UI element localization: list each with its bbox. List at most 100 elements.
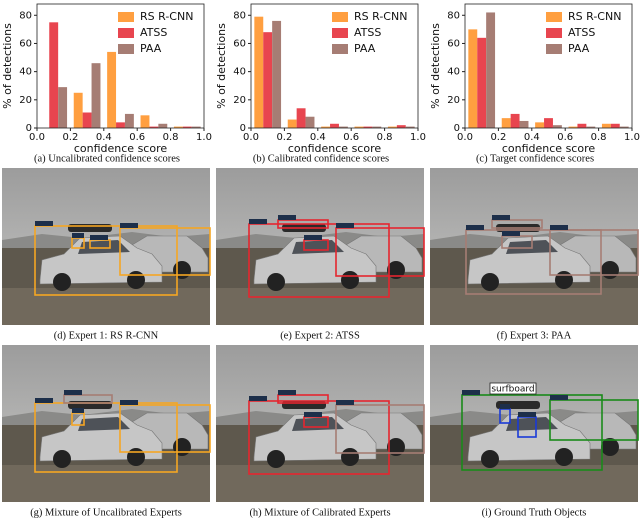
bar: [619, 126, 629, 128]
box-tag: [336, 400, 354, 405]
caption: (c) Target confidence scores: [476, 153, 594, 164]
wheel: [53, 450, 71, 468]
bar: [73, 92, 83, 128]
box-tag: [90, 235, 108, 240]
x-tick-label: 0.2: [62, 132, 78, 143]
x-tick-label: 1.0: [196, 132, 212, 143]
legend-swatch: [332, 12, 348, 22]
bar: [296, 108, 306, 128]
detection-box: [248, 223, 390, 298]
bar: [149, 126, 159, 128]
bar: [363, 126, 373, 128]
bar: [254, 16, 264, 129]
legend-swatch: [546, 44, 562, 54]
wheel: [555, 271, 573, 289]
legend-swatch: [118, 28, 134, 38]
legend-label: RS R-CNN: [354, 10, 407, 23]
wheel: [173, 261, 191, 279]
y-tick-label: 20: [233, 95, 246, 106]
y-tick-label: 40: [233, 67, 246, 78]
bar: [191, 126, 201, 128]
legend-swatch: [118, 12, 134, 22]
bar: [338, 126, 348, 128]
plot-frame: [36, 3, 205, 129]
bar: [396, 125, 406, 128]
x-tick-label: 0.4: [524, 132, 540, 143]
box-tag: [550, 225, 568, 230]
caption: (i) Ground Truth Objects: [482, 507, 587, 518]
box-tag: [72, 408, 84, 413]
y-axis-label: % of detections: [1, 23, 14, 109]
wheel: [53, 273, 71, 291]
wheel: [481, 273, 499, 291]
x-tick-label: 0.6: [343, 132, 359, 143]
x-axis-label: confidence score: [288, 142, 382, 155]
wheel: [341, 448, 359, 466]
bar: [140, 115, 150, 128]
detection-box: [119, 404, 211, 453]
box-tag: [502, 231, 520, 236]
detection-box: [277, 394, 329, 404]
legend-swatch: [546, 28, 562, 38]
x-tick-label: 0.2: [490, 132, 506, 143]
bar: [58, 87, 68, 128]
box-tag: [278, 390, 296, 395]
wheel: [127, 271, 145, 289]
y-tick-label: 40: [447, 67, 460, 78]
legend-label: ATSS: [354, 26, 381, 39]
box-tag: [336, 223, 354, 228]
wheel: [341, 271, 359, 289]
box-tag: [500, 404, 510, 409]
label-bg: [489, 382, 537, 395]
bar: [501, 118, 511, 128]
box-tag: [304, 235, 322, 240]
plot-frame: [464, 3, 633, 129]
bar: [354, 126, 364, 128]
y-tick-label: 60: [19, 38, 32, 49]
bar: [405, 126, 415, 128]
ground-near: [2, 288, 210, 325]
detection-box: [491, 219, 543, 229]
y-tick-label: 80: [19, 10, 32, 21]
y-tick-label: 20: [19, 95, 32, 106]
legend-label: RS R-CNN: [568, 10, 621, 23]
detection-box: [248, 400, 390, 475]
car-front: [467, 235, 591, 285]
bar: [321, 126, 331, 128]
legend-swatch: [332, 44, 348, 54]
x-tick-label: 1.0: [624, 132, 640, 143]
car-front: [253, 235, 377, 285]
x-tick-label: 0.0: [29, 132, 45, 143]
bar: [287, 119, 297, 128]
box-tag: [518, 412, 536, 417]
car-window: [78, 417, 130, 431]
bar: [116, 122, 125, 128]
photo: [216, 168, 425, 325]
car-front: [253, 412, 377, 462]
car-window: [78, 240, 130, 254]
x-axis-label: confidence score: [74, 142, 168, 155]
y-tick-label: 40: [19, 67, 32, 78]
ground-near: [2, 465, 210, 502]
x-tick-label: 0.0: [457, 132, 473, 143]
x-tick-label: 0.2: [276, 132, 292, 143]
photo: [216, 345, 425, 502]
photo: [2, 168, 211, 325]
box-tag: [466, 225, 484, 230]
caption: (h) Mixture of Calibrated Experts: [249, 507, 390, 518]
box-tag: [249, 219, 267, 224]
legend-label: PAA: [140, 42, 162, 55]
y-tick-label: 0: [240, 123, 246, 134]
wheel: [173, 438, 191, 456]
x-tick-label: 0.6: [129, 132, 145, 143]
bar: [477, 37, 487, 129]
bar: [330, 123, 339, 128]
wheel: [267, 450, 285, 468]
box-tag: [120, 400, 138, 405]
wheel: [601, 261, 619, 279]
y-tick-label: 60: [233, 38, 246, 49]
bar: [372, 126, 382, 128]
box-tag: [35, 221, 53, 226]
photo: [430, 168, 639, 325]
